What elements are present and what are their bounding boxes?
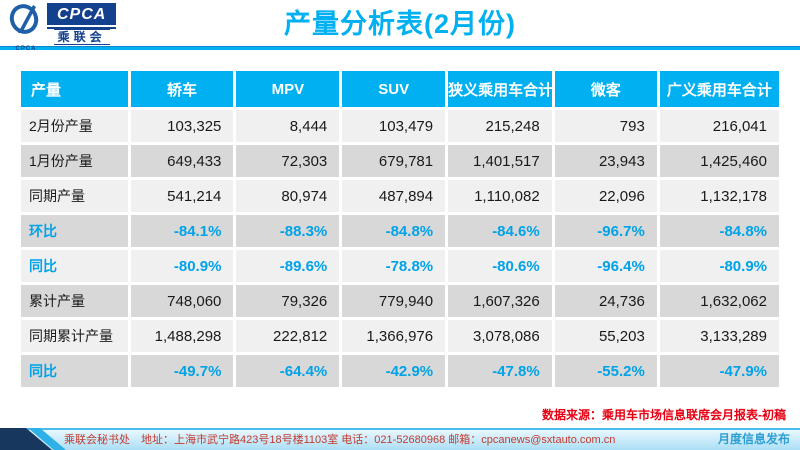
row-label: 同比 xyxy=(21,355,128,387)
row-label: 1月份产量 xyxy=(21,145,128,177)
data-cell: -96.7% xyxy=(554,215,657,247)
data-cell: 79,326 xyxy=(236,285,340,317)
data-cell: 80,974 xyxy=(236,180,340,212)
data-source-note: 数据来源：乘用车市场信息联席会月报表-初稿 xyxy=(542,408,786,422)
data-cell: 1,366,976 xyxy=(342,320,446,352)
data-cell: 24,736 xyxy=(554,285,657,317)
data-cell: 1,425,460 xyxy=(659,145,779,177)
data-cell: -80.6% xyxy=(448,250,552,282)
row-label: 环比 xyxy=(21,215,128,247)
data-cell: 748,060 xyxy=(130,285,234,317)
data-cell: 55,203 xyxy=(554,320,657,352)
data-cell: 487,894 xyxy=(342,180,446,212)
data-cell: -84.1% xyxy=(130,215,234,247)
data-cell: 793 xyxy=(554,110,657,142)
table-row: 1月份产量 649,433 72,303 679,781 1,401,517 23,943… xyxy=(21,145,779,177)
table-row: 同期产量 541,214 80,974 487,894 1,110,082 22,096 1… xyxy=(21,180,779,212)
data-cell: 1,110,082 xyxy=(448,180,552,212)
table-header-row: 产量 轿车 MPV SUV 狭义乘用车合计 微客 广义乘用车合计 xyxy=(21,71,779,107)
data-cell: -47.8% xyxy=(448,355,552,387)
data-cell: -89.6% xyxy=(236,250,340,282)
top-header: CPCA CPCA 乘联会 产量分析表(2月份) xyxy=(0,0,800,52)
data-cell: 541,214 xyxy=(130,180,234,212)
column-header: SUV xyxy=(342,71,446,107)
table-row: 同期累计产量 1,488,298 222,812 1,366,976 3,078,086… xyxy=(21,320,779,352)
footer-release-label: 月度信息发布 xyxy=(717,432,790,446)
data-cell: 72,303 xyxy=(236,145,340,177)
data-cell: 215,248 xyxy=(448,110,552,142)
logo-org-name: 乘联会 xyxy=(53,29,110,45)
data-cell: 103,325 xyxy=(130,110,234,142)
column-header: 广义乘用车合计 xyxy=(659,71,779,107)
data-cell: -88.3% xyxy=(236,215,340,247)
production-table: 产量 轿车 MPV SUV 狭义乘用车合计 微客 广义乘用车合计 2月份产量 103,325 8… xyxy=(18,68,782,390)
data-cell: 216,041 xyxy=(659,110,779,142)
data-cell: 3,133,289 xyxy=(659,320,779,352)
data-cell: 1,488,298 xyxy=(130,320,234,352)
data-cell: 222,812 xyxy=(236,320,340,352)
logo-acronym: CPCA xyxy=(47,3,117,27)
data-cell: 22,096 xyxy=(554,180,657,212)
row-label: 同期累计产量 xyxy=(21,320,128,352)
data-cell: 1,632,062 xyxy=(659,285,779,317)
data-cell: 8,444 xyxy=(236,110,340,142)
data-cell: -84.8% xyxy=(659,215,779,247)
page-title: 产量分析表(2月份) xyxy=(284,9,516,39)
data-cell: 1,607,326 xyxy=(448,285,552,317)
data-cell: 103,479 xyxy=(342,110,446,142)
column-header: 微客 xyxy=(554,71,657,107)
data-cell: -78.8% xyxy=(342,250,446,282)
column-header: 产量 xyxy=(21,71,128,107)
data-cell: -80.9% xyxy=(659,250,779,282)
data-cell: 1,401,517 xyxy=(448,145,552,177)
row-label: 2月份产量 xyxy=(21,110,128,142)
data-cell: -47.9% xyxy=(659,355,779,387)
data-cell: -80.9% xyxy=(130,250,234,282)
table-row: 同比 -49.7% -64.4% -42.9% -47.8% -55.2% -47.9% xyxy=(21,355,779,387)
table-row: 2月份产量 103,325 8,444 103,479 215,248 793 216,04… xyxy=(21,110,779,142)
data-cell: -84.6% xyxy=(448,215,552,247)
footer-bar: 乘联会秘书处 地址：上海市武宁路423号18号楼1103室 电话：021-526… xyxy=(0,428,800,450)
footer-contact-text: 乘联会秘书处 地址：上海市武宁路423号18号楼1103室 电话：021-526… xyxy=(64,434,616,446)
cpca-logo: CPCA CPCA 乘联会 xyxy=(8,3,117,52)
data-cell: 1,132,178 xyxy=(659,180,779,212)
column-header: 狭义乘用车合计 xyxy=(448,71,552,107)
column-header: 轿车 xyxy=(130,71,234,107)
row-label: 同比 xyxy=(21,250,128,282)
data-cell: -84.8% xyxy=(342,215,446,247)
data-cell: -49.7% xyxy=(130,355,234,387)
data-cell: -55.2% xyxy=(554,355,657,387)
data-cell: 3,078,086 xyxy=(448,320,552,352)
row-label: 累计产量 xyxy=(21,285,128,317)
table-row: 环比 -84.1% -88.3% -84.8% -84.6% -96.7% -84.8% xyxy=(21,215,779,247)
row-label: 同期产量 xyxy=(21,180,128,212)
table-row: 累计产量 748,060 79,326 779,940 1,607,326 24,736 1… xyxy=(21,285,779,317)
data-cell: 679,781 xyxy=(342,145,446,177)
data-cell: 779,940 xyxy=(342,285,446,317)
table-body: 2月份产量 103,325 8,444 103,479 215,248 793 216,04… xyxy=(21,110,779,387)
data-cell: 649,433 xyxy=(130,145,234,177)
cpca-swoosh-icon xyxy=(9,4,39,34)
data-cell: -42.9% xyxy=(342,355,446,387)
logo-mini-text: CPCA xyxy=(15,46,37,52)
column-header: MPV xyxy=(236,71,340,107)
table-row: 同比 -80.9% -89.6% -78.8% -80.6% -96.4% -80.9% xyxy=(21,250,779,282)
data-cell: 23,943 xyxy=(554,145,657,177)
data-cell: -96.4% xyxy=(554,250,657,282)
header-divider xyxy=(0,46,800,50)
data-cell: -64.4% xyxy=(236,355,340,387)
